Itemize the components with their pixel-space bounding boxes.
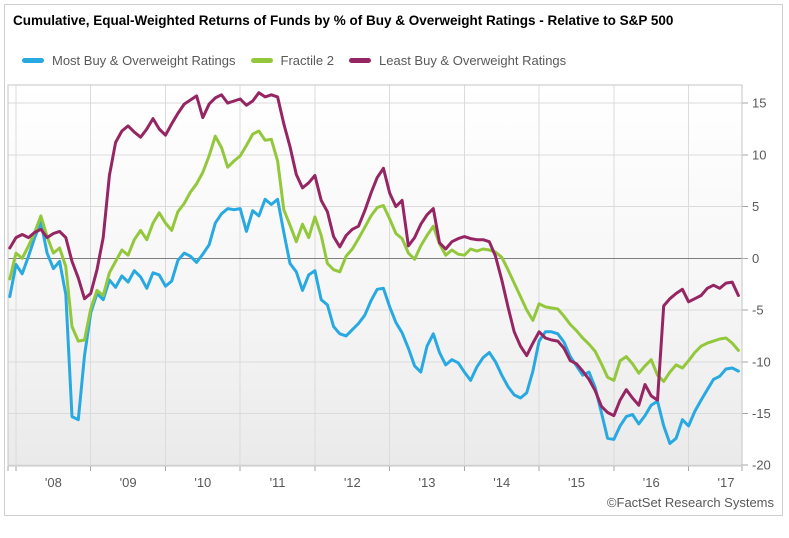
x-axis-label: '13 (419, 475, 436, 490)
legend-swatch-icon (22, 58, 44, 63)
legend-item-1: Fractile 2 (250, 53, 334, 68)
series-line-least-buy-overweight-ratings (8, 91, 740, 418)
legend-label: Most Buy & Overweight Ratings (52, 53, 236, 68)
x-axis-label: '16 (643, 475, 660, 490)
y-axis-label: 15 (752, 96, 766, 111)
x-axis-label: '15 (568, 475, 585, 490)
y-axis-label: 10 (752, 147, 766, 162)
y-axis-label: 5 (752, 199, 759, 214)
x-axis-label: '09 (120, 475, 137, 490)
x-axis-label: '10 (194, 475, 211, 490)
y-axis-label: -15 (752, 406, 771, 421)
series-line-fractile-2 (8, 129, 740, 383)
legend-item-2: Least Buy & Overweight Ratings (349, 53, 566, 68)
chart-legend: Most Buy & Overweight Ratings Fractile 2 L… (22, 53, 581, 68)
y-axis-label: -5 (752, 303, 764, 318)
series-line-most-buy-overweight-ratings (8, 197, 740, 445)
legend-item-0: Most Buy & Overweight Ratings (22, 53, 236, 68)
chart-title: Cumulative, Equal-Weighted Returns of Fu… (13, 13, 674, 28)
legend-label: Fractile 2 (280, 53, 334, 68)
x-axis-label: '12 (344, 475, 361, 490)
y-axis-label: -10 (752, 354, 771, 369)
y-axis-label: -20 (752, 458, 771, 473)
plot-border (7, 84, 743, 467)
plot-area (8, 85, 742, 466)
x-axis-label: '08 (45, 475, 62, 490)
y-axis-label: 0 (752, 251, 759, 266)
legend-swatch-icon (250, 58, 273, 63)
legend-label: Least Buy & Overweight Ratings (379, 53, 567, 68)
legend-swatch-icon (349, 58, 371, 63)
copyright-text: ©FactSet Research Systems (606, 495, 774, 510)
x-axis-label: '11 (270, 475, 286, 490)
x-axis-label: '17 (717, 475, 734, 490)
x-axis-label: '14 (493, 475, 510, 490)
